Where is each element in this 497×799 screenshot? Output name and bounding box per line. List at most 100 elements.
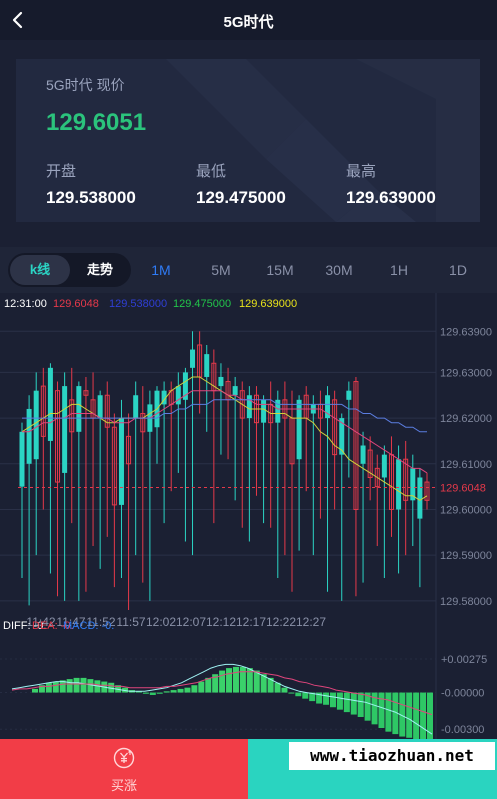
macd-histogram-bar	[59, 680, 66, 693]
macd-histogram-bar	[142, 692, 149, 694]
chart-mode-toggle: k线 走势	[8, 253, 131, 287]
kline-chart[interactable]: 129.63900 129.63000 129.62000 129.61000 129.…	[0, 293, 497, 741]
macd-histogram-bar	[295, 692, 302, 697]
buy-up-label: 买涨	[110, 778, 137, 793]
candle-body	[346, 390, 352, 400]
candle-body	[275, 399, 281, 423]
candle-body	[417, 477, 423, 519]
x-tick-label: 11:57	[116, 615, 145, 629]
period-30m[interactable]: 30M	[325, 262, 353, 278]
candle-body	[190, 349, 196, 368]
stat-open: 开盘 129.538000	[46, 160, 136, 208]
macd-histogram-bar	[253, 670, 260, 693]
period-1d[interactable]: 1D	[449, 262, 467, 278]
macd-histogram-bar	[239, 666, 246, 693]
macd-histogram-bar	[87, 679, 94, 693]
candle-body	[218, 376, 224, 387]
period-1m[interactable]: 1M	[151, 262, 171, 278]
macd-histogram-bar	[413, 692, 420, 739]
candle-body	[239, 390, 245, 419]
macd-histogram-bar	[288, 692, 295, 694]
macd-histogram-bar	[316, 692, 323, 704]
chart-area[interactable]: 129.63900 129.63000 129.62000 129.61000 129.…	[0, 293, 497, 741]
macd-histogram-bar	[399, 692, 406, 737]
y-tick-label: 129.63900	[440, 326, 492, 338]
candle-body	[62, 386, 68, 473]
candle-body	[55, 390, 61, 483]
moving-average-line	[22, 390, 428, 474]
macd-histogram-bar	[80, 677, 87, 693]
x-tick-label: 12:02	[146, 615, 176, 629]
kline-time: 12:31:00	[4, 298, 47, 310]
macd-diff-line	[11, 663, 433, 735]
candle-body	[381, 454, 387, 478]
x-tick-label: 11:42	[26, 615, 55, 629]
candle-body	[410, 468, 416, 501]
macd-histogram-bar	[177, 688, 184, 693]
period-1h[interactable]: 1H	[390, 262, 408, 278]
candle-body	[182, 372, 188, 400]
macd-histogram-bar	[364, 692, 371, 721]
candle-body	[47, 367, 53, 441]
price-card: 5G时代 现价 129.6051 开盘 129.538000 最低 129.47…	[16, 59, 480, 222]
x-tick-label: 12:12	[206, 615, 236, 629]
buy-up-button[interactable]: 买涨	[0, 739, 248, 799]
macd-histogram-bar	[232, 666, 239, 693]
candle-body	[339, 418, 345, 455]
back-arrow-icon[interactable]	[8, 10, 28, 30]
candle-body	[353, 381, 359, 510]
macd-histogram-bar	[274, 682, 281, 693]
macd-histogram-bar	[170, 690, 177, 693]
kline-info-value: 129.475000	[173, 298, 231, 310]
macd-histogram-bar	[156, 692, 163, 694]
macd-histogram-bar	[184, 687, 191, 693]
stat-label: 最低	[196, 163, 227, 180]
candle-body	[19, 431, 25, 487]
macd-histogram-bar	[350, 692, 357, 715]
stat-value: 129.639000	[346, 188, 436, 207]
tab-kline[interactable]: k线	[10, 255, 70, 285]
macd-histogram-bar	[205, 677, 212, 693]
macd-histogram-bar	[32, 688, 38, 693]
macd-histogram-bar	[392, 692, 399, 735]
kline-info-value: 129.538000	[109, 298, 167, 310]
macd-y-tick-label: -0.00300	[441, 724, 484, 736]
macd-histogram-bar	[385, 692, 392, 732]
macd-histogram-bar	[212, 674, 219, 693]
candle-body	[246, 395, 252, 419]
macd-legend-item: MACD: -0.	[63, 620, 114, 632]
macd-histogram-bar	[323, 692, 330, 705]
macd-legend-item: DEA: -0.	[32, 620, 74, 632]
stat-value: 129.538000	[46, 188, 136, 207]
chart-tabs-bar: k线 走势 1M 5M 15M 30M 1H 1D	[0, 247, 497, 293]
moving-average-line	[22, 399, 427, 433]
candle-body	[325, 395, 331, 419]
candle-body	[161, 390, 167, 405]
macd-histogram-bar	[406, 692, 413, 738]
kline-info-value: 129.639000	[239, 298, 297, 310]
period-5m[interactable]: 5M	[211, 262, 231, 278]
stat-label: 开盘	[46, 163, 77, 180]
candle-body	[261, 399, 267, 423]
y-tick-label: 129.58000	[440, 596, 492, 608]
macd-histogram-bar	[52, 681, 59, 693]
candle-body	[40, 385, 46, 437]
macd-histogram-bar	[191, 685, 198, 693]
macd-histogram-bar	[309, 692, 316, 702]
macd-histogram-bar	[219, 670, 226, 693]
macd-legend-item: DIFF: -0.	[3, 620, 46, 632]
tab-trend[interactable]: 走势	[86, 262, 113, 277]
candle-body	[118, 418, 124, 505]
macd-histogram-bar	[246, 668, 253, 693]
macd-histogram-bar	[260, 674, 267, 693]
stat-high: 最高 129.639000	[346, 160, 436, 208]
period-15m[interactable]: 15M	[266, 262, 294, 278]
macd-histogram-bar	[149, 692, 156, 695]
macd-histogram-bar	[38, 685, 45, 693]
candle-body	[83, 390, 89, 396]
macd-histogram-bar	[73, 677, 80, 693]
macd-dea-line	[11, 671, 433, 716]
candle-body	[111, 426, 117, 506]
candle-body	[69, 399, 75, 433]
